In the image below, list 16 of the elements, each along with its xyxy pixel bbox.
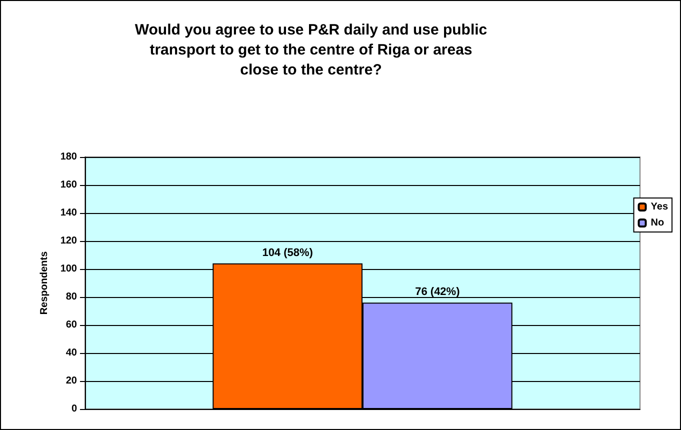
y-tick-label: 0 (71, 404, 78, 414)
data-label: 104 (58%) (262, 246, 314, 259)
chart-title: Would you agree to use P&R daily and use public transport to get to the centre of Riga or areas close to the centre? (134, 22, 488, 78)
legend-label: No (650, 218, 664, 228)
y-tick-label: 160 (60, 180, 78, 190)
y-tick-label: 180 (60, 152, 78, 162)
y-tick-label: 40 (66, 348, 78, 358)
y-tick-label: 100 (60, 264, 78, 274)
y-tick-label: 60 (66, 320, 78, 330)
y-tick-label: 140 (60, 208, 78, 218)
y-axis-title: Respondents (38, 250, 50, 315)
y-tick-label: 120 (60, 236, 78, 246)
y-tick-label: 20 (66, 376, 78, 386)
y-tick-label: 80 (66, 292, 78, 302)
data-label: 76 (42%) (415, 286, 460, 298)
legend-label: Yes (650, 202, 668, 212)
